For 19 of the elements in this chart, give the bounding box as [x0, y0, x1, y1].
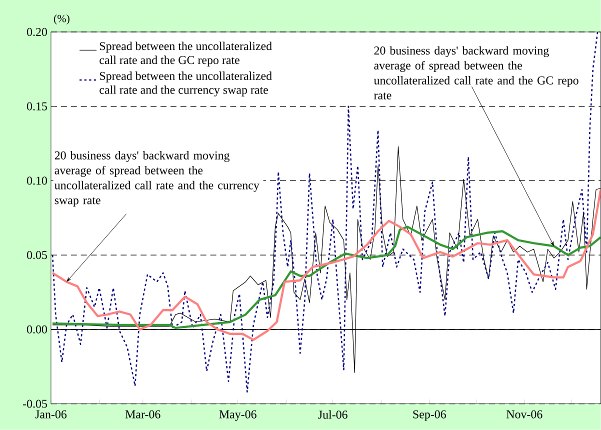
x-tick-label: Jul-06 — [318, 410, 348, 419]
y-tick-label: -0.05 — [23, 400, 47, 408]
x-tick-label: May-06 — [219, 410, 256, 421]
x-tick-label: Sep-06 — [413, 410, 446, 421]
x-tick-label: Nov-06 — [506, 410, 542, 418]
legend-label: Spread between the uncollateralized call rate and the currency swap rate — [100, 72, 272, 96]
y-tick-label: 0.00 — [27, 325, 47, 334]
annotation: 20 business days' backward moving average of spread between the uncollateralized call rate and the currency swap rate — [54, 151, 260, 207]
x-tick-label: Mar-06 — [125, 410, 160, 418]
x-tick-label: Jan-06 — [35, 410, 67, 418]
line-series — [52, 32, 598, 393]
legend-label: Spread between the uncollateralized call rate and the GC repo rate — [100, 42, 272, 67]
y-tick-label: 0.20 — [27, 28, 47, 36]
annotation: 20 business days' backward moving average of spread between the uncollateralized call rate and the GC repo rate — [374, 46, 578, 100]
y-tick-label: 0.15 — [27, 102, 47, 111]
y-tick-label: 0.10 — [27, 176, 47, 185]
y-tick-label: 0.05 — [27, 251, 47, 260]
line-series — [51, 226, 601, 330]
y-axis-title: (%) — [54, 14, 70, 25]
